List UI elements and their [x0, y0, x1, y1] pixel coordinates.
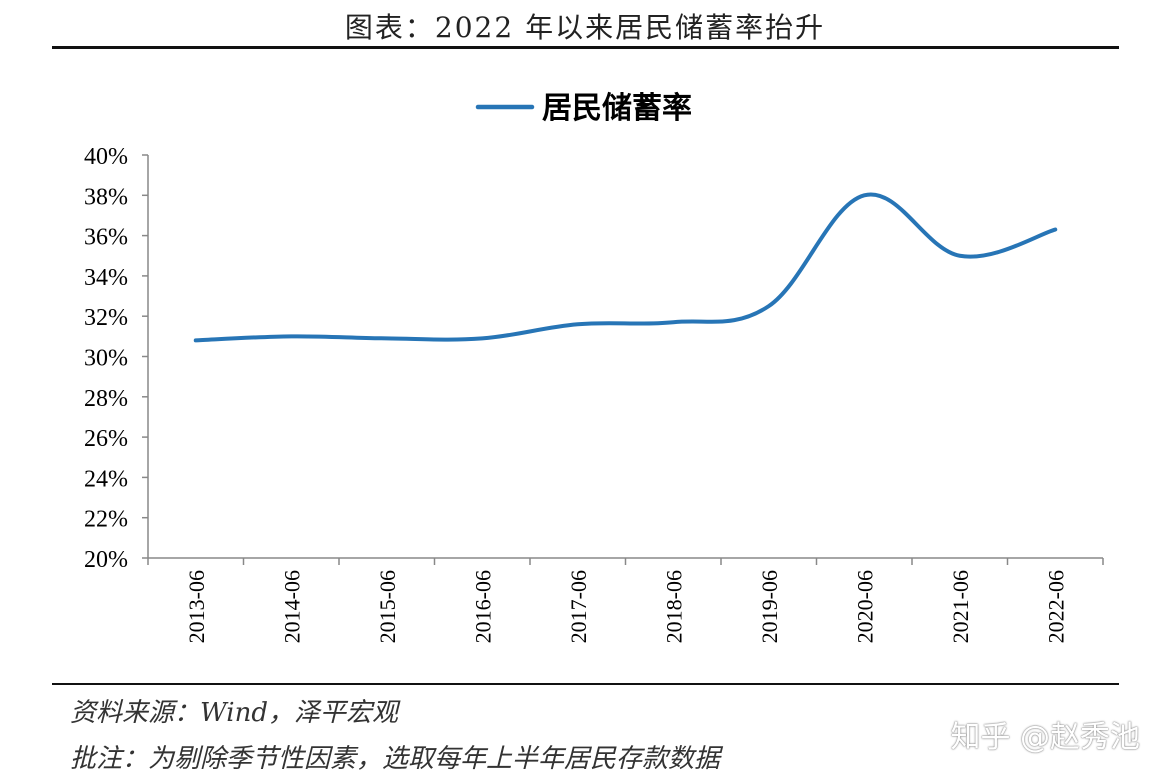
bottom-rule [52, 683, 1119, 685]
y-tick-label: 30% [84, 346, 128, 372]
y-tick-label: 20% [84, 547, 128, 573]
x-tick-label: 2022-06 [1043, 570, 1068, 643]
x-tick-label: 2019-06 [757, 570, 782, 643]
series-line-居民储蓄率 [193, 192, 1058, 343]
y-tick-label: 40% [84, 144, 128, 170]
legend: 居民储蓄率 [475, 91, 692, 126]
x-tick-label: 2016-06 [470, 570, 495, 643]
y-tick-label: 24% [84, 466, 128, 492]
x-tick-label: 2017-06 [566, 570, 591, 643]
y-tick-label: 28% [84, 386, 128, 412]
y-tick-label: 38% [84, 184, 128, 210]
y-tick-label: 22% [84, 507, 128, 533]
legend-label: 居民储蓄率 [542, 91, 692, 126]
y-tick-label: 34% [84, 265, 128, 291]
comment-note: 批注：为剔除季节性因素，选取每年上半年居民存款数据 [70, 744, 721, 774]
x-tick-label: 2020-06 [852, 570, 877, 643]
y-tick-label: 36% [84, 225, 128, 251]
y-tick-label: 26% [84, 426, 128, 452]
x-tick-label: 2014-06 [279, 570, 304, 643]
watermark: 知乎 @赵秀池 [950, 720, 1140, 755]
chart-title: 图表：2022 年以来居民储蓄率抬升 [344, 11, 826, 44]
x-tick-label: 2018-06 [661, 570, 686, 643]
y-tick-label: 32% [84, 305, 128, 331]
x-tick-label: 2021-06 [948, 570, 973, 643]
x-tick-label: 2013-06 [184, 570, 209, 643]
x-tick-label: 2015-06 [375, 570, 400, 643]
source-note: 资料来源：Wind，泽平宏观 [70, 698, 398, 728]
top-rule [52, 46, 1119, 49]
line-chart: 20% 22% 24% 26% 28% 30% 32% 34% 36% 38% 40% 2013-06… [84, 91, 1104, 643]
